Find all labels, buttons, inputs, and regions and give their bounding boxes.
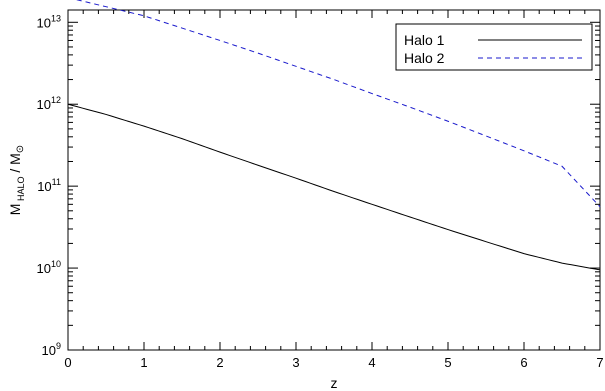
plot-frame (67, 9, 601, 351)
legend-box (395, 23, 593, 71)
x-tick-label: 0 (64, 355, 71, 370)
series-line-1 (67, 103, 601, 271)
y-axis-title: M HALO / M⊙ (7, 145, 26, 215)
x-tick-label: 1 (140, 355, 147, 370)
y-tick-label: 1010 (37, 259, 61, 276)
legend: Halo 1 Halo 2 (395, 23, 593, 71)
x-tick-label: 2 (216, 355, 223, 370)
series-lines (67, 0, 601, 271)
y-tick-label: 1011 (37, 177, 61, 194)
x-tick-label: 3 (292, 355, 299, 370)
x-tick-label: 5 (444, 355, 451, 370)
plot-area (67, 9, 601, 351)
series-line-2 (75, 0, 601, 208)
legend-label-1: Halo 1 (404, 32, 445, 48)
x-tick-label: 4 (368, 355, 375, 370)
y-tick-label: 109 (42, 341, 61, 358)
x-tick-label: 6 (520, 355, 527, 370)
x-tick-label: 7 (596, 355, 603, 370)
y-tick-label: 1013 (37, 13, 61, 30)
axis-ticks: 0 1 2 3 4 5 6 7 109 1010 1011 1012 1013 (37, 10, 604, 370)
x-axis-title: z (331, 375, 338, 391)
y-tick-label: 1012 (37, 95, 61, 112)
legend-label-2: Halo 2 (404, 50, 445, 66)
